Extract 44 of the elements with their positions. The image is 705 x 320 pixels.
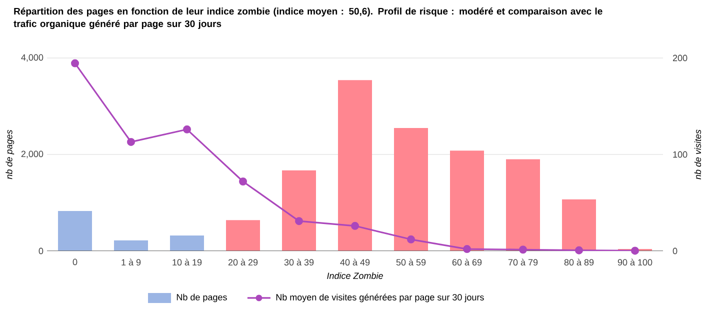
point: [71, 59, 80, 68]
y-tick-label: 4,000: [21, 54, 44, 62]
bar: [170, 236, 204, 251]
y-tick-label: 0: [38, 248, 44, 254]
x-tick-label: 30 à 39: [284, 258, 314, 266]
point: [183, 125, 192, 134]
bar: [450, 150, 484, 251]
point: [295, 217, 304, 226]
legend-label: Nb moyen de visites générées par page sur 30 jours: [276, 294, 484, 302]
point: [407, 235, 416, 244]
x-tick-label: 20 à 29: [228, 258, 258, 266]
y2-tick-label: 100: [673, 151, 688, 158]
x-tick-label: 90 à 100: [618, 258, 652, 266]
bar: [338, 80, 372, 251]
x-tick-label: 50 à 59: [396, 258, 426, 266]
chart-title: Répartition des pages en fonction de leur indice zombie (indice moyen : 50,6). Profil de risque : modéré et comparaison avec le trafic organique généré par page sur 30 jours: [14, 8, 602, 29]
y2-tick-label: 200: [672, 54, 688, 62]
y-tick-label: 2,000: [21, 150, 44, 158]
bar: [562, 199, 596, 251]
bar: [282, 170, 316, 251]
point: [631, 246, 639, 255]
y-axis-title: nb de pages: [6, 130, 14, 180]
point: [351, 222, 360, 230]
bar: [114, 240, 148, 251]
bar: [506, 159, 540, 251]
point: [463, 245, 471, 254]
x-tick-label: 10 à 19: [172, 258, 202, 266]
x-tick-label: 80 à 89: [564, 258, 594, 266]
point: [575, 246, 583, 254]
legend-label: Nb de pages: [176, 294, 227, 302]
point: [519, 246, 527, 254]
y2-tick-label: 0: [672, 248, 678, 254]
bar: [58, 210, 92, 251]
x-tick-label: 60 à 69: [452, 258, 482, 266]
y2-axis-title: nb de visites: [694, 130, 702, 180]
bar: [226, 220, 260, 251]
bar: [394, 128, 428, 251]
x-axis-title: Indice Zombie: [327, 272, 383, 279]
x-tick-label: 70 à 79: [508, 258, 538, 266]
x-tick-label: 1 à 9: [122, 258, 141, 266]
point: [127, 138, 136, 146]
x-tick-label: 40 à 49: [340, 258, 370, 266]
point: [239, 178, 248, 186]
x-tick-label: 0: [72, 258, 78, 266]
